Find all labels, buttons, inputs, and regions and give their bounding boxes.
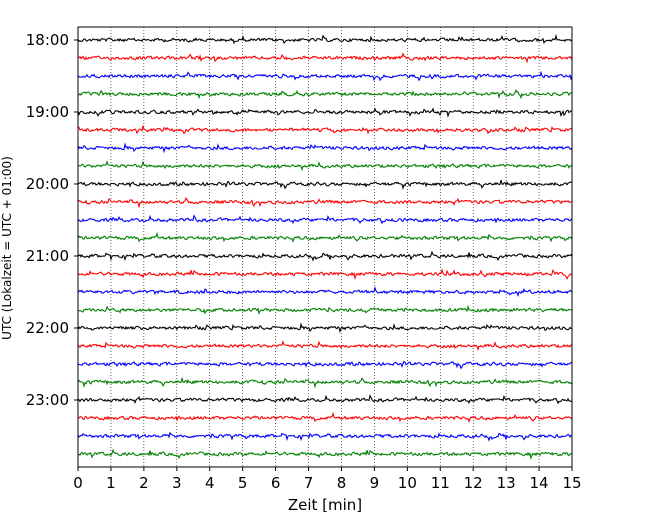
trace-line <box>77 377 573 389</box>
trace-line <box>77 431 573 442</box>
x-tick-label: 5 <box>238 474 248 492</box>
trace-line <box>77 304 573 315</box>
trace-line <box>77 70 573 82</box>
x-tick-label: 10 <box>398 474 417 492</box>
x-axis-ticks: 0 1 2 3 4 5 6 7 8 9 10 11 12 13 14 15 <box>73 467 582 492</box>
trace-line <box>77 360 573 370</box>
traces <box>77 33 573 461</box>
trace-line <box>77 160 573 172</box>
trace-line <box>77 231 573 243</box>
trace-line <box>77 322 573 334</box>
x-tick-label: 15 <box>562 474 581 492</box>
trace-line <box>77 448 573 461</box>
x-tick-label: 2 <box>139 474 149 492</box>
y-tick-label: 20:00 <box>26 175 69 193</box>
y-tick-label: 23:00 <box>26 391 69 409</box>
trace-line <box>77 340 573 352</box>
x-tick-label: 7 <box>304 474 314 492</box>
trace-line <box>77 179 573 190</box>
trace-line <box>77 107 573 118</box>
y-tick-label: 18:00 <box>26 31 69 49</box>
y-tick-label: 19:00 <box>26 103 69 121</box>
trace-line <box>77 268 573 281</box>
x-axis-label: Zeit [min] <box>288 496 362 514</box>
x-tick-label: 13 <box>497 474 516 492</box>
trace-line <box>77 411 573 423</box>
x-tick-label: 12 <box>464 474 483 492</box>
x-tick-label: 1 <box>106 474 116 492</box>
trace-line <box>77 286 573 297</box>
x-tick-label: 14 <box>530 474 549 492</box>
trace-line <box>77 214 573 225</box>
y-tick-label: 22:00 <box>26 319 69 337</box>
trace-line <box>77 394 573 405</box>
x-tick-label: 4 <box>205 474 215 492</box>
x-tick-label: 9 <box>370 474 380 492</box>
plot-area <box>78 27 572 467</box>
x-tick-label: 0 <box>73 474 83 492</box>
y-axis-label: UTC (Lokalzeit = UTC + 01:00) <box>0 156 14 340</box>
trace-line <box>77 142 573 154</box>
trace-line <box>77 197 573 209</box>
trace-line <box>77 33 573 45</box>
trace-line <box>77 89 573 100</box>
trace-line <box>77 250 573 262</box>
x-tick-label: 3 <box>172 474 182 492</box>
trace-line <box>77 51 573 64</box>
x-tick-label: 6 <box>271 474 281 492</box>
y-tick-label: 21:00 <box>26 247 69 265</box>
trace-line <box>77 124 573 135</box>
grid-lines <box>110 27 540 467</box>
x-tick-label: 8 <box>337 474 347 492</box>
y-axis-ticks: 18:00 19:00 20:00 21:00 22:00 23:00 <box>26 31 78 409</box>
x-tick-label: 11 <box>431 474 450 492</box>
axes-frame <box>77 26 573 468</box>
